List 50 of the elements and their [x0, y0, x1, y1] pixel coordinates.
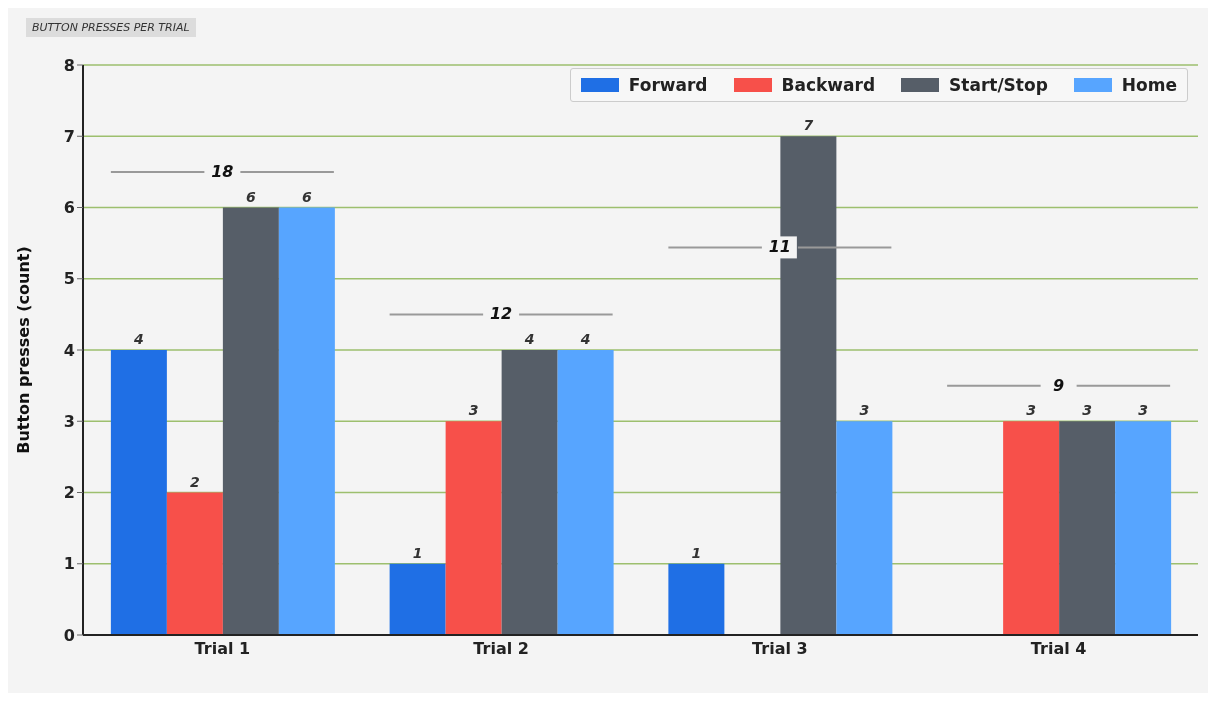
legend-label: Start/Stop [948, 75, 1048, 95]
data-label: 1 [691, 544, 702, 561]
data-label: 3 [859, 402, 870, 419]
data-label: 3 [1082, 402, 1092, 419]
legend-label: Forward [627, 75, 708, 95]
total-label: 18 [211, 161, 234, 181]
y-tick-label: 4 [63, 340, 75, 360]
data-label: 1 [412, 544, 423, 561]
data-label: 3 [468, 402, 479, 419]
bar [110, 350, 167, 635]
x-tick-label: Trial 2 [473, 639, 529, 659]
x-tick-label: Trial 1 [194, 639, 251, 659]
data-label: 3 [1026, 402, 1036, 419]
bar [1059, 421, 1116, 635]
bar [836, 421, 893, 635]
y-axis-title: Button presses (count) [13, 246, 33, 454]
bar [501, 350, 558, 635]
legend-label: Backward [780, 75, 876, 95]
y-tick-label: 8 [63, 55, 75, 75]
y-tick-label: 5 [63, 269, 75, 289]
y-tick-label: 6 [63, 198, 75, 218]
y-tick-label: 3 [63, 411, 75, 431]
bar [557, 350, 614, 635]
bar [1003, 421, 1060, 635]
data-label: 6 [302, 188, 312, 205]
bar [278, 207, 335, 635]
y-tick-label: 7 [63, 126, 75, 146]
y-tick-label: 2 [63, 483, 75, 503]
data-label: 4 [523, 331, 535, 347]
data-label: 6 [246, 188, 256, 205]
bar [445, 421, 502, 635]
y-tick-label: 1 [63, 554, 75, 574]
bar [222, 207, 279, 635]
data-label: 3 [1138, 402, 1148, 419]
y-tick-label: 0 [63, 625, 75, 645]
x-tick-label: Trial 4 [1030, 639, 1087, 659]
data-label: 4 [579, 331, 591, 347]
bar [668, 563, 725, 635]
data-label: 7 [803, 117, 814, 134]
bar [166, 492, 223, 635]
x-tick-label: Trial 3 [752, 639, 808, 659]
data-label: 4 [133, 331, 144, 347]
legend-label: Home [1120, 75, 1177, 95]
chart-title: BUTTON PRESSES PER TRIAL [26, 18, 196, 37]
bar [1115, 421, 1172, 635]
total-label: 9 [1053, 375, 1065, 395]
total-label: 11 [768, 237, 792, 257]
total-label: 12 [489, 304, 513, 324]
bar [389, 563, 446, 635]
data-label: 2 [190, 473, 200, 490]
